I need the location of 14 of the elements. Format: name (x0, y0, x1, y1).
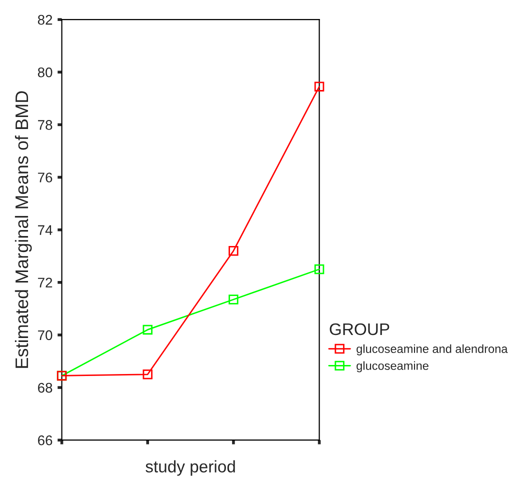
y-tick-label: 74 (38, 225, 52, 235)
legend-title: GROUP (330, 323, 390, 336)
y-tick-label: 76 (38, 172, 52, 182)
y-tick-label: 66 (38, 435, 52, 446)
y-tick-label: 72 (38, 278, 52, 288)
y-tick-label: 70 (38, 330, 52, 340)
x-axis-title: study period (146, 460, 235, 476)
y-axis-title: Estimated Marginal Means of BMD (14, 91, 32, 368)
y-tick-label: 78 (38, 120, 52, 130)
y-tick-label: 80 (38, 67, 52, 78)
legend-label: glucoseamine (356, 361, 428, 372)
legend-label: glucoseamine and alendrona (356, 344, 508, 356)
y-tick-label: 82 (38, 14, 52, 25)
y-tick-label: 68 (38, 382, 52, 393)
